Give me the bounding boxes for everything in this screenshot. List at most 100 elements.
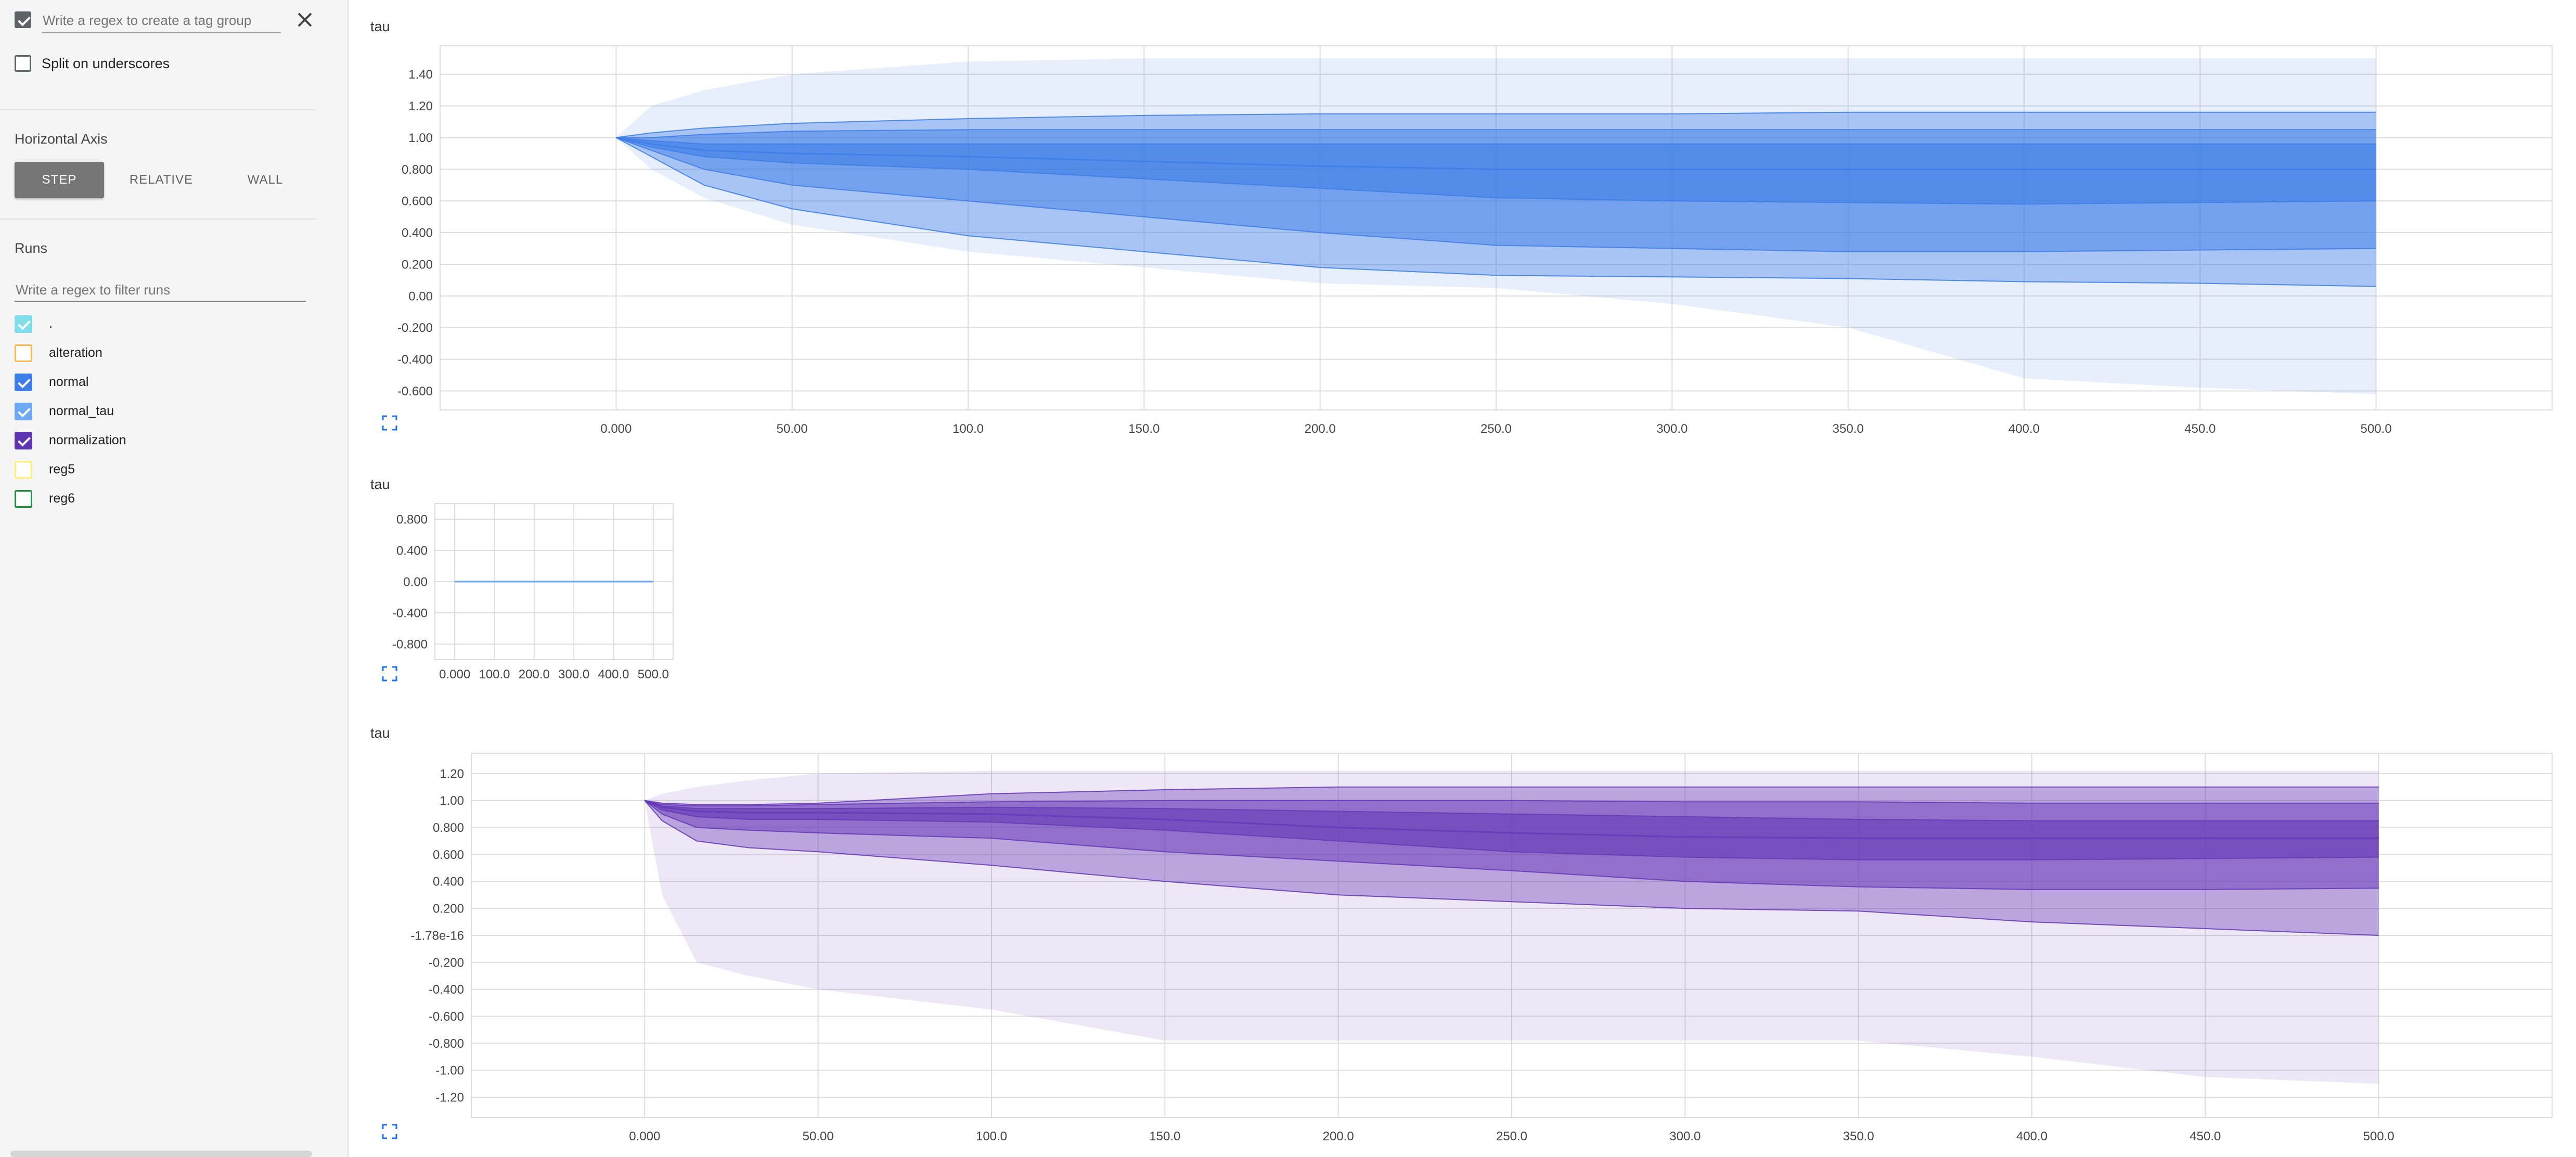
run-checkbox[interactable] [15, 490, 32, 508]
run-checkbox[interactable] [15, 344, 32, 362]
x-tick-label: 300.0 [1656, 422, 1688, 436]
y-tick-label: -0.200 [429, 956, 464, 970]
x-tick-label: 150.0 [1128, 422, 1160, 436]
y-tick-label: 0.200 [402, 258, 433, 272]
sidebar-divider [0, 218, 316, 220]
run-item[interactable]: . [15, 315, 306, 336]
run-checkbox[interactable] [15, 315, 32, 333]
axis-wall-button[interactable]: WALL [247, 173, 284, 187]
y-tick-label: 0.800 [402, 163, 433, 177]
x-tick-label: 50.00 [803, 1129, 834, 1143]
y-tick-label: -0.200 [397, 321, 433, 335]
y-tick-label: 1.40 [408, 68, 433, 82]
run-item[interactable]: normal_tau [15, 403, 306, 423]
fullscreen-icon[interactable] [382, 666, 397, 682]
x-tick-label: 0.000 [439, 667, 470, 682]
split-underscores-checkbox[interactable] [15, 55, 31, 72]
band-core [645, 800, 2379, 860]
chart-grid [440, 45, 2553, 410]
y-tick-label: -1.78e-16 [410, 929, 464, 943]
x-tick-label: 100.0 [976, 1129, 1007, 1143]
percentile-line [644, 800, 2379, 839]
percentile-line [616, 111, 2376, 138]
x-tick-label: 400.0 [2016, 1129, 2047, 1143]
x-tick-label: 250.0 [1480, 422, 1512, 436]
tag-group-input[interactable] [42, 8, 283, 32]
x-tick-label: 300.0 [1669, 1129, 1701, 1143]
percentile-line [616, 137, 2376, 205]
chart-plot[interactable]: 0.000 50.00 100.0 150.0 200.0 250.0 300.0 350.0… [369, 749, 2565, 1150]
y-tick-label: -1.20 [435, 1091, 464, 1105]
run-item[interactable]: reg5 [15, 461, 306, 482]
percentile-line [644, 800, 2379, 860]
sidebar: Split on underscores Horizontal Axis STE… [0, 0, 349, 1157]
chart-plot[interactable]: 0.000 100.0 200.0 300.0 400.0 500.0 0.800 0.400… [369, 499, 692, 692]
x-tick-label: 50.00 [777, 422, 808, 436]
x-tick-label: 100.0 [479, 667, 510, 682]
x-tick-label: 200.0 [519, 667, 550, 682]
x-tick-label: 100.0 [952, 422, 984, 436]
y-tick-label: -1.00 [435, 1064, 464, 1078]
x-tick-label: 500.0 [2361, 422, 2392, 436]
percentile-line [615, 137, 2376, 287]
fullscreen-icon[interactable] [382, 1124, 397, 1139]
run-label: normal_tau [49, 404, 114, 418]
y-tick-label: -0.600 [397, 384, 433, 398]
x-tick-label: 350.0 [1843, 1129, 1874, 1143]
y-tick-label: -0.800 [429, 1037, 464, 1051]
chart-title: tau [370, 477, 390, 492]
x-tick-label: 500.0 [638, 667, 669, 682]
percentile-line [616, 129, 2376, 138]
run-checkbox[interactable] [15, 432, 32, 449]
runs-filter-underline [15, 301, 306, 302]
percentile-line [644, 800, 2379, 936]
x-tick-label: 350.0 [1833, 422, 1864, 436]
run-checkbox[interactable] [15, 403, 32, 420]
tag-group-underline [42, 32, 281, 33]
x-tick-label: 400.0 [598, 667, 629, 682]
y-tick-label: 0.600 [433, 848, 464, 862]
run-label: alteration [49, 345, 102, 360]
percentile-line [615, 137, 2376, 252]
chart-title: tau [370, 725, 390, 741]
y-tick-label: 0.400 [402, 226, 433, 240]
run-item[interactable]: normal [15, 374, 306, 394]
percentile-line [645, 800, 2379, 821]
band-core [616, 137, 2376, 204]
run-checkbox[interactable] [15, 374, 32, 391]
x-tick-label: 200.0 [1323, 1129, 1354, 1143]
horizontal-axis-title: Horizontal Axis [15, 131, 108, 147]
run-item[interactable]: alteration [15, 344, 306, 365]
tag-group-checkbox[interactable] [15, 11, 31, 28]
run-label: normalization [49, 433, 126, 447]
chart-plot[interactable]: 0.000 50.00 100.0 150.0 200.0 250.0 300.0 350.0… [369, 42, 2565, 447]
run-label: normal [49, 375, 89, 389]
runs-filter-input[interactable] [15, 278, 308, 302]
sidebar-divider [0, 109, 316, 110]
y-tick-label: 0.200 [433, 902, 464, 916]
x-tick-label: 450.0 [2189, 1129, 2221, 1143]
run-item[interactable]: reg6 [15, 490, 306, 511]
close-icon[interactable] [295, 10, 314, 29]
axis-step-button[interactable]: STEP [15, 162, 104, 198]
y-tick-label: -0.400 [392, 606, 428, 620]
y-tick-label: 0.400 [396, 544, 428, 558]
y-tick-label: 0.800 [433, 821, 464, 835]
x-tick-label: 300.0 [558, 667, 589, 682]
fullscreen-icon[interactable] [382, 415, 397, 431]
run-label: . [49, 316, 53, 331]
x-tick-label: 0.000 [600, 422, 632, 436]
y-tick-label: 1.20 [440, 767, 464, 781]
run-checkbox[interactable] [15, 461, 32, 479]
x-tick-label: 0.000 [629, 1129, 660, 1143]
run-label: reg5 [49, 462, 75, 477]
x-tick-label: 400.0 [2008, 422, 2040, 436]
sidebar-scrollbar[interactable] [10, 1151, 312, 1157]
x-tick-label: 250.0 [1496, 1129, 1527, 1143]
y-tick-label: 0.600 [402, 195, 433, 209]
y-tick-label: -0.600 [429, 1010, 464, 1024]
axis-relative-button[interactable]: RELATIVE [129, 173, 194, 187]
run-item[interactable]: normalization [15, 432, 306, 453]
y-tick-label: 1.00 [440, 794, 464, 808]
x-tick-label: 450.0 [2184, 422, 2216, 436]
